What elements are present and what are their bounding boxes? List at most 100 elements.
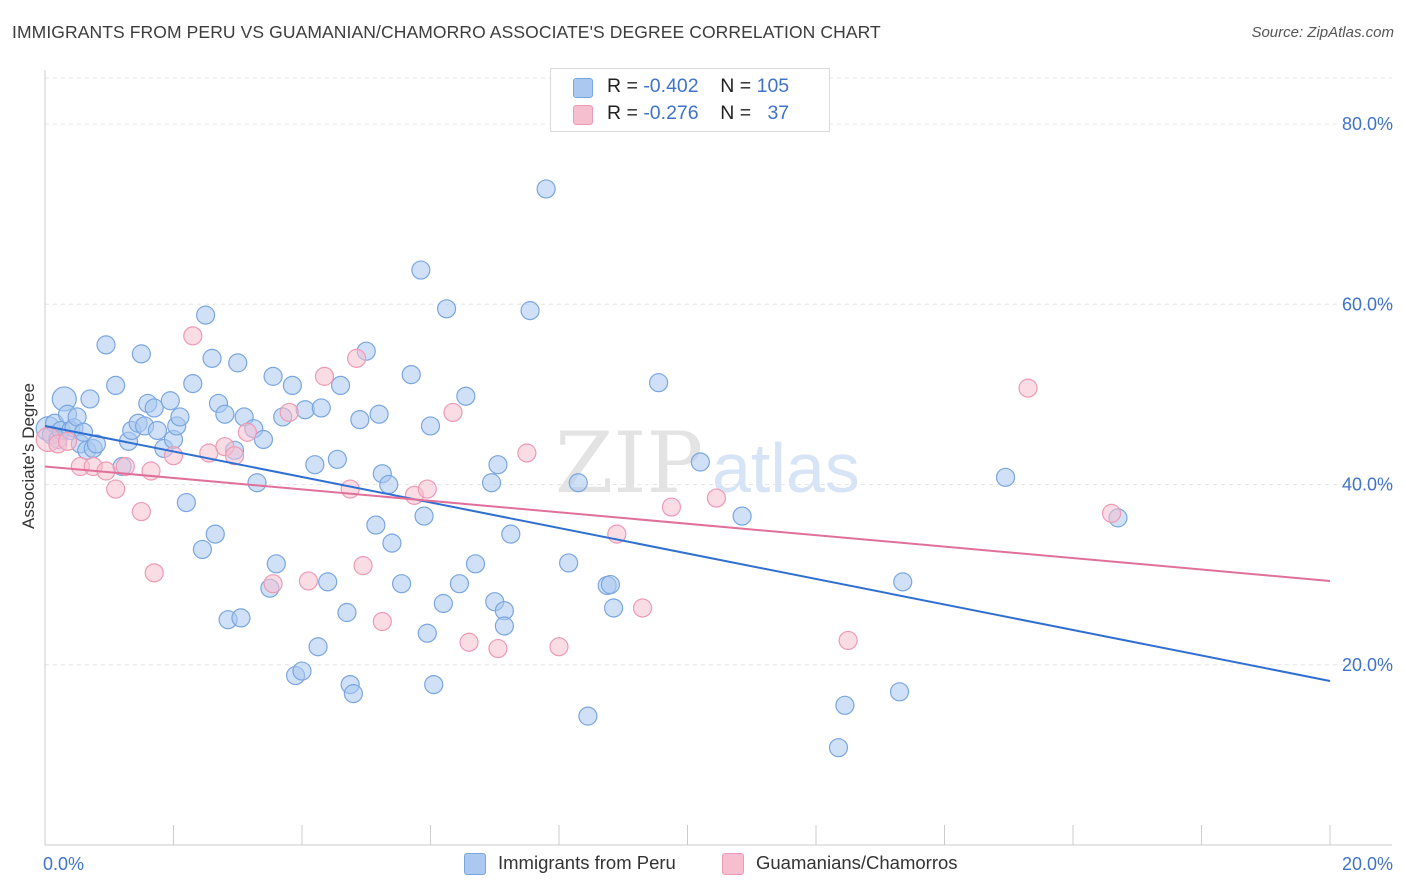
data-point-guamanian	[549, 637, 569, 657]
data-point-guamanian	[706, 488, 727, 508]
data-point-peru	[330, 375, 351, 396]
data-point-peru	[433, 593, 453, 614]
y-axis-label: Associate's Degree	[19, 383, 38, 529]
data-point-peru	[648, 373, 669, 393]
data-point-peru	[366, 515, 386, 535]
data-point-guamanian	[838, 630, 858, 651]
chart-title: IMMIGRANTS FROM PERU VS GUAMANIAN/CHAMOR…	[12, 22, 881, 42]
data-point-guamanian	[353, 556, 373, 576]
data-point-peru	[568, 473, 588, 493]
data-point-peru	[308, 637, 328, 657]
y-tick-label: 20.0%	[1342, 655, 1393, 675]
data-point-guamanian	[1101, 503, 1122, 523]
data-point-peru	[604, 598, 624, 618]
data-point-peru	[411, 260, 431, 280]
data-point-peru	[231, 608, 251, 628]
bottom-legend-swatch-guamanian	[722, 853, 744, 875]
data-point-peru	[305, 455, 325, 475]
data-point-peru	[292, 661, 312, 681]
data-point-peru	[391, 574, 412, 594]
data-point-peru	[350, 410, 370, 430]
legend-swatch-guamanian	[573, 105, 593, 125]
legend: R = -0.402 N = 105 R = -0.276 N = 37	[550, 68, 830, 132]
legend-r-value-guamanian: -0.276	[643, 102, 699, 124]
data-point-peru	[449, 574, 470, 594]
data-point-peru	[176, 492, 196, 513]
data-point-peru	[835, 695, 855, 715]
legend-n-label: N =	[720, 75, 752, 97]
data-point-peru	[893, 572, 913, 592]
data-point-peru	[295, 400, 315, 420]
data-point-guamanian	[417, 479, 437, 499]
data-point-peru	[414, 506, 434, 526]
y-tick-label: 40.0%	[1342, 475, 1393, 495]
x-tick-label: 20.0%	[1342, 854, 1393, 874]
source-label: Source: ZipAtlas.com	[1251, 24, 1394, 41]
data-point-peru	[995, 467, 1016, 487]
data-point-guamanian	[661, 497, 682, 517]
data-point-guamanian	[224, 446, 245, 466]
tick-labels: 20.0% 40.0% 60.0% 80.0% 0.0% 20.0%	[43, 114, 1393, 874]
data-point-guamanian	[340, 479, 360, 499]
data-point-peru	[417, 623, 437, 643]
data-point-guamanian	[183, 326, 203, 346]
data-point-peru	[465, 554, 486, 574]
legend-n-value-peru: 105	[756, 75, 790, 97]
data-point-peru	[732, 506, 752, 526]
data-point-guamanian	[459, 632, 479, 652]
data-point-peru	[311, 398, 331, 418]
data-point-peru	[86, 434, 107, 454]
data-point-peru	[170, 407, 190, 427]
data-point-peru	[578, 706, 598, 726]
data-point-guamanian	[106, 479, 126, 499]
legend-n-label: N =	[720, 102, 752, 124]
x-tick-label: 0.0%	[43, 854, 84, 874]
data-point-guamanian	[488, 638, 508, 659]
data-point-peru	[401, 364, 421, 385]
data-point-peru	[501, 524, 521, 544]
data-point-guamanian	[115, 456, 135, 477]
data-point-guamanian	[263, 574, 283, 594]
data-point-peru	[147, 420, 168, 441]
data-point-peru	[436, 299, 457, 319]
data-point-guamanian	[131, 501, 151, 522]
data-point-peru	[382, 533, 402, 553]
legend-r-label: R =	[607, 75, 638, 97]
data-point-peru	[337, 602, 357, 623]
data-point-guamanian	[144, 563, 164, 583]
data-point-peru	[253, 429, 274, 450]
data-point-peru	[481, 473, 502, 493]
data-point-guamanian	[237, 422, 257, 442]
data-point-peru	[196, 305, 216, 325]
data-point-peru	[828, 738, 849, 758]
data-point-peru	[559, 553, 579, 573]
data-point-peru	[379, 474, 399, 495]
data-point-peru	[600, 574, 621, 595]
data-point-peru	[80, 389, 100, 409]
bottom-legend-swatch-peru	[464, 853, 486, 875]
grid-lines	[45, 77, 1392, 666]
trend-line-peru	[44, 424, 1331, 682]
data-point-guamanian	[1018, 378, 1038, 398]
data-point-guamanian	[517, 443, 537, 463]
data-point-peru	[282, 375, 302, 396]
y-tick-label: 80.0%	[1342, 114, 1393, 134]
data-point-guamanian	[443, 402, 463, 423]
data-point-guamanian	[279, 402, 299, 423]
data-point-peru	[343, 684, 363, 704]
data-point-peru	[494, 616, 514, 636]
legend-r-label: R =	[607, 102, 638, 124]
trend-line-guamanian	[44, 465, 1331, 582]
data-point-peru	[144, 398, 164, 418]
data-point-peru	[327, 449, 347, 469]
data-point-peru	[247, 473, 267, 493]
data-point-peru	[263, 366, 283, 386]
data-point-peru	[536, 179, 556, 199]
legend-swatch-peru	[573, 78, 593, 98]
data-point-peru	[690, 452, 710, 472]
data-point-peru	[215, 404, 235, 424]
bottom-legend-label-peru: Immigrants from Peru	[498, 852, 676, 873]
data-point-peru	[228, 353, 248, 373]
data-point-peru	[424, 674, 444, 695]
